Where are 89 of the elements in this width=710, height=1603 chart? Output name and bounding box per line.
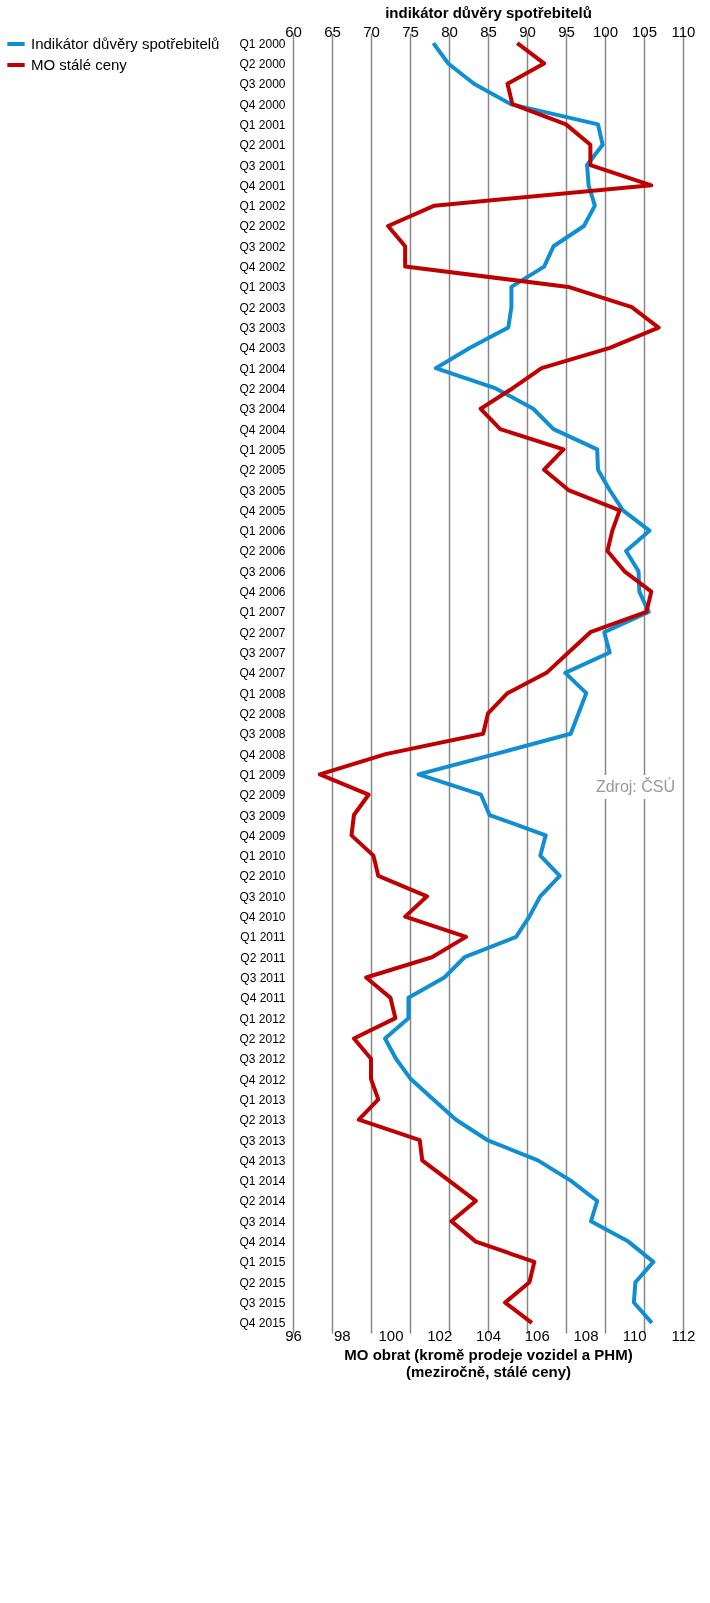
y-tick-label: Q1 2004 [239,361,286,376]
annotation: Zdroj: ČSÚ [595,777,675,795]
y-tick-label: Q1 2006 [239,524,286,539]
x2-axis-title: indikátor důvěry spotřebitelů [385,3,592,21]
y-tick-label: Q2 2003 [239,300,286,315]
y-tick-label: Q4 2012 [239,1072,286,1087]
x2-tick-label: 70 [363,22,380,40]
y-tick-label: Q3 2002 [239,239,286,254]
y-tick-label: Q3 2013 [239,1133,286,1148]
x-tick-label: 102 [427,1326,453,1344]
y-tick-label: Q2 2008 [239,706,286,721]
x2-tick-label: 95 [558,22,575,40]
x2-tick-label: 60 [285,22,302,40]
y-tick-label: Q3 2010 [239,889,286,904]
y-tick-label: Q3 2001 [239,158,286,173]
y-tick-label: Q4 2002 [239,260,286,275]
y-tick-label: Q4 2000 [239,97,286,112]
y-tick-label: Q2 2011 [240,950,286,965]
y-tick-label: Q2 2009 [239,788,286,803]
x-tick-label: 96 [285,1326,302,1344]
y-tick-label: Q2 2006 [239,544,286,559]
y-tick-label: Q4 2006 [239,585,286,600]
y-tick-label: Q3 2015 [239,1296,286,1311]
x2-tick-label: 65 [324,22,341,40]
y-tick-label: Q3 2007 [239,646,286,661]
y-tick-label: Q4 2013 [239,1153,286,1168]
y-tick-label: Q2 2002 [239,219,286,234]
y-tick-label: Q4 2003 [239,341,286,356]
y-tick-label: Q1 2011 [240,930,286,945]
y-tick-label: Q1 2002 [239,199,286,214]
x2-tick-label: 90 [519,22,536,40]
y-tick-label: Q4 2007 [239,666,286,681]
y-tick-label: Q2 2012 [239,1031,286,1046]
x2-tick-label: 100 [592,22,619,40]
y-tick-label: Q3 2004 [239,402,286,417]
y-tick-label: Q1 2005 [239,442,286,457]
x2-tick-label: 110 [671,22,696,40]
legend-label: Indikátor důvěry spotřebitelů [31,35,220,52]
x-tick-label: 110 [622,1326,647,1344]
y-tick-label: Q1 2009 [239,767,286,782]
y-tick-label: Q1 2015 [239,1255,286,1270]
y-tick-label: Q1 2008 [239,686,286,701]
x-tick-label: 112 [671,1326,696,1344]
y-tick-label: Q4 2011 [240,991,286,1006]
x-tick-label: 100 [378,1326,404,1344]
y-tick-label: Q2 2000 [239,56,286,71]
y-tick-label: Q1 2010 [239,849,286,864]
x-tick-label: 98 [333,1326,351,1344]
y-tick-label: Q3 2006 [239,564,286,579]
y-tick-label: Q3 2011 [240,971,286,986]
y-tick-label: Q1 2012 [239,1011,286,1026]
x-tick-label: 104 [475,1326,502,1344]
y-tick-label: Q4 2014 [239,1235,286,1250]
x2-tick-label: 75 [402,22,419,40]
y-tick-label: Q2 2010 [239,869,286,884]
y-tick-label: Q3 2012 [239,1052,286,1067]
y-tick-label: Q1 2001 [239,117,286,132]
x-axis-title: MO obrat (kromě prodeje vozidel a PHM) (meziročně, stálé ceny) [344,1345,633,1380]
x2-tick-label: 80 [441,22,458,40]
y-tick-label: Q2 2013 [239,1113,286,1128]
y-tick-label: Q2 2001 [239,138,286,153]
y-tick-label: Q4 2009 [239,828,286,843]
y-tick-label: Q4 2004 [239,422,286,437]
y-tick-label: Q2 2005 [239,463,286,478]
y-tick-label: Q1 2003 [239,280,286,295]
y-tick-label: Q4 2001 [239,178,286,193]
y-tick-label: Q3 2014 [239,1214,286,1229]
y-tick-label: Q2 2007 [239,625,286,640]
y-tick-label: Q3 2005 [239,483,286,498]
x2-tick-label: 105 [631,22,658,40]
x-tick-label: 108 [573,1326,599,1344]
y-tick-label: Q3 2008 [239,727,286,742]
y-tick-label: Q1 2000 [239,36,286,51]
y-tick-label: Q4 2015 [239,1316,286,1331]
x2-tick-label: 85 [480,22,497,40]
y-tick-label: Q1 2007 [239,605,286,620]
y-tick-label: Q4 2008 [239,747,286,762]
y-tick-label: Q4 2005 [239,503,286,518]
y-tick-label: Q4 2010 [239,910,286,925]
y-tick-label: Q1 2013 [239,1092,286,1107]
legend-label: MO stálé ceny [31,56,128,73]
y-tick-label: Q3 2009 [239,808,286,823]
y-tick-label: Q3 2000 [239,77,286,92]
y-tick-label: Q3 2003 [239,321,286,336]
y-tick-label: Q1 2014 [239,1174,286,1189]
x-tick-label: 106 [524,1326,550,1344]
y-tick-label: Q2 2015 [239,1275,286,1290]
y-tick-label: Q2 2014 [239,1194,286,1209]
y-tick-label: Q2 2004 [239,381,286,396]
